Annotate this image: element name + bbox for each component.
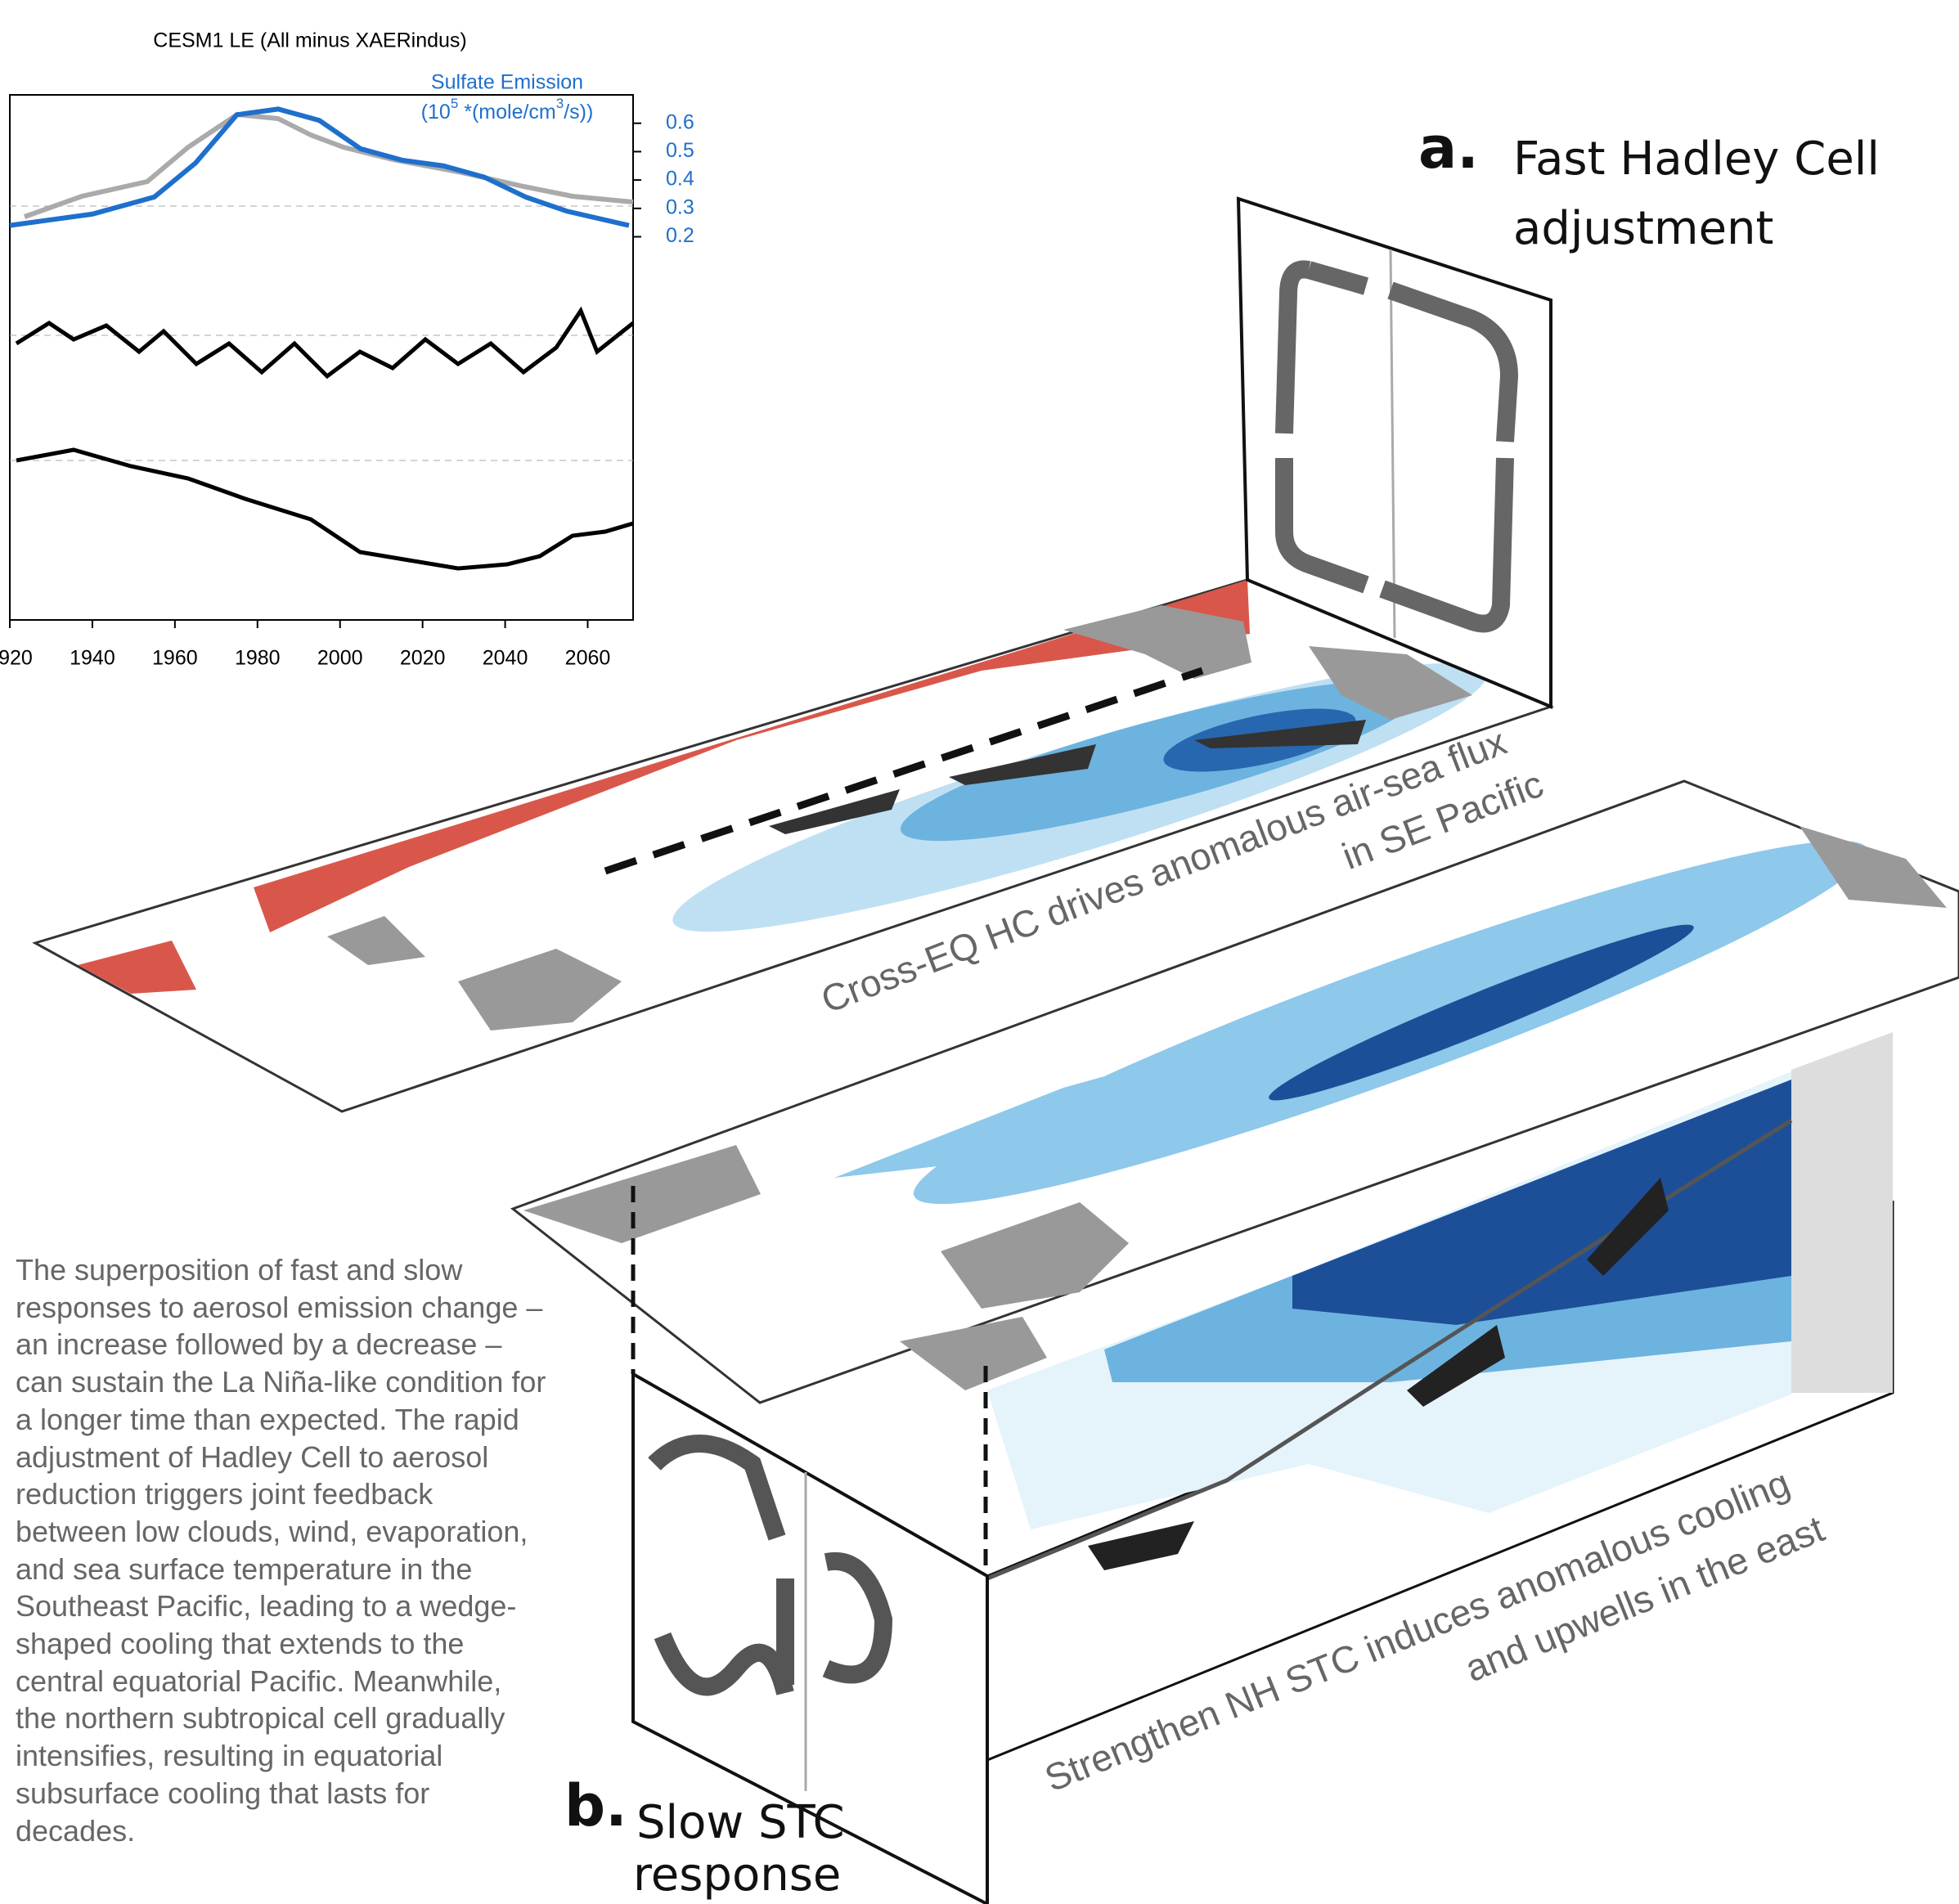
description: The superposition of fast and slow respo… (16, 1251, 547, 1849)
x-tick-label: 1980 (235, 647, 281, 670)
x-tick-label: 2060 (565, 647, 611, 670)
plot-frame (10, 95, 633, 620)
page: a. Fast Hadley Cell adjustment Cross-EQ … (0, 0, 1959, 1904)
x-tick-label: 1920 (0, 647, 33, 670)
x-tick-label: 1960 (152, 647, 198, 670)
unit-part: 5 (451, 96, 458, 111)
y2-tick-label: 0.2 (666, 224, 694, 247)
y2-tick-label: 0.4 (666, 168, 694, 191)
land-strip (1791, 1032, 1893, 1393)
unit-part: /s)) (564, 101, 593, 123)
series-line (10, 109, 629, 225)
panel-letter: b. (564, 1772, 627, 1839)
chart-title: CESM1 LE (All minus XAERindus) (153, 29, 466, 52)
index-curve (16, 311, 633, 376)
y2-tick-label: 0.6 (666, 110, 694, 133)
panel-title: Slow STC (636, 1796, 845, 1849)
panel-title: adjustment (1513, 202, 1774, 255)
unit-part: 3 (556, 96, 564, 111)
y2-tick-label: 0.5 (666, 139, 694, 162)
x-tick-label: 1940 (70, 647, 115, 670)
trend-curve (16, 450, 633, 568)
y2-unit: (105 *(mole/cm3/s)) (421, 96, 594, 123)
panel-title: Fast Hadley Cell (1513, 132, 1880, 186)
x-tick-label: 2040 (483, 647, 528, 670)
chart: CESM1 LE (All minus XAERindus) Sulfate E… (0, 29, 694, 670)
unit-part: *(mole/cm (458, 101, 555, 123)
x-tick-label: 2000 (317, 647, 363, 670)
panel-title: response (633, 1848, 841, 1902)
x-tick-label: 2020 (400, 647, 446, 670)
y2-label: Sulfate Emission (431, 71, 583, 94)
panel-letter: a. (1418, 115, 1479, 182)
y2-tick-label: 0.3 (666, 195, 694, 218)
unit-part: (10 (421, 101, 451, 123)
